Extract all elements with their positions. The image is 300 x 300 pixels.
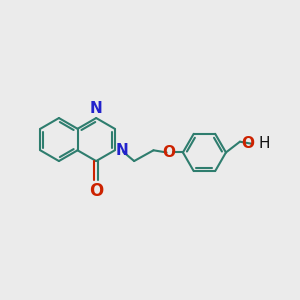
Text: N: N [116,143,128,158]
Text: O: O [241,136,254,151]
Text: O: O [163,145,176,160]
Text: O: O [89,182,103,200]
Text: H: H [258,136,270,151]
Text: N: N [90,101,103,116]
